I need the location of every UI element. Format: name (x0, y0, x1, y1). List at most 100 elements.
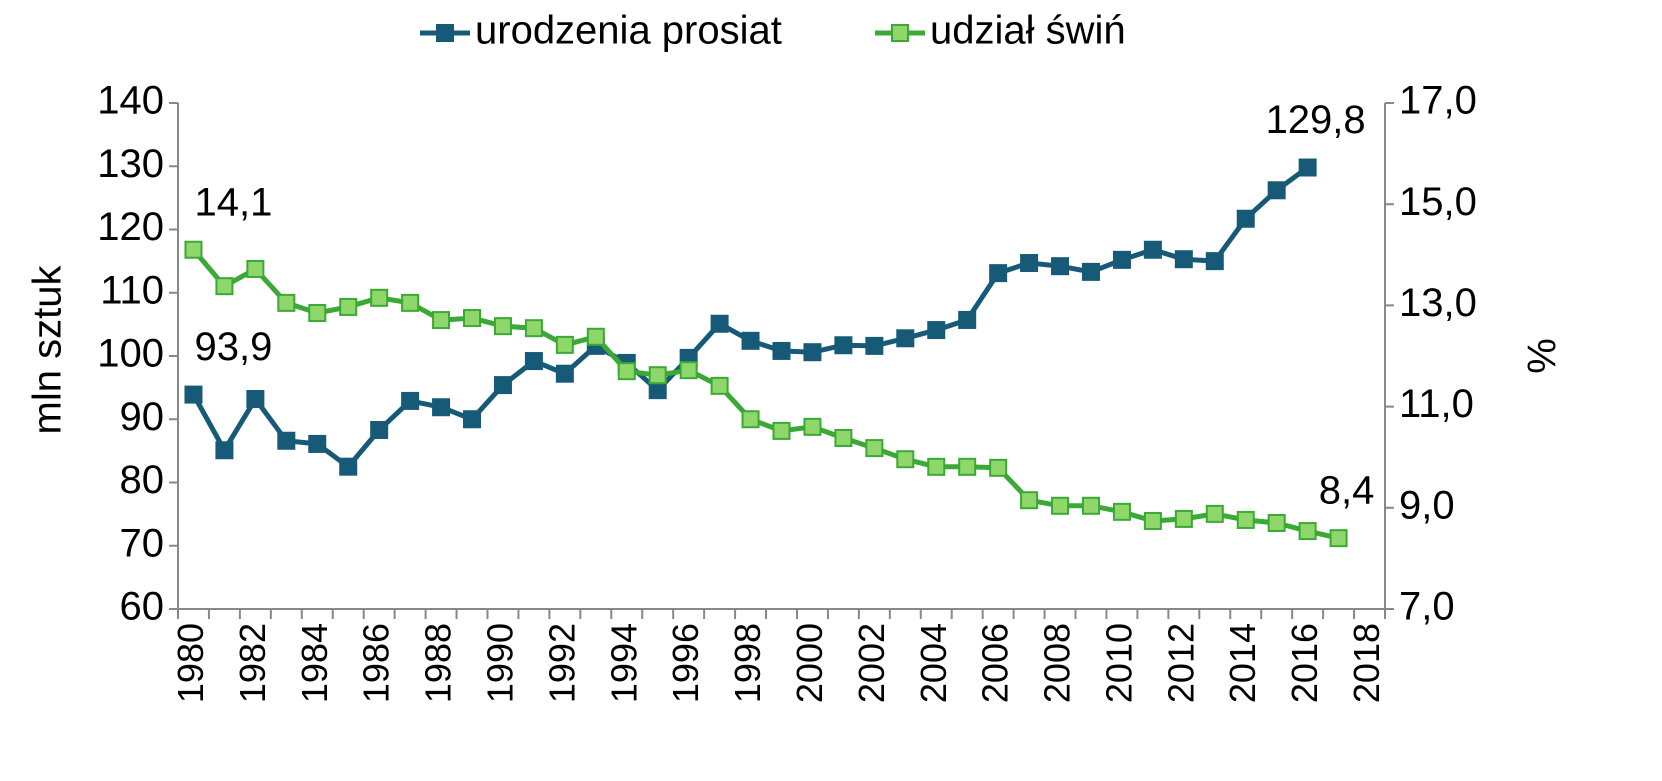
marker (958, 310, 977, 329)
marker (927, 457, 946, 476)
marker (308, 434, 327, 453)
x-tick-label: 2008 (1037, 623, 1078, 703)
marker (370, 288, 389, 307)
marker (1298, 522, 1317, 541)
marker (648, 381, 667, 400)
y2-tick-label: 13,0 (1399, 281, 1477, 325)
x-tick-label: 1980 (170, 623, 211, 703)
marker (246, 390, 265, 409)
marker (432, 311, 451, 330)
x-tick-label: 1998 (727, 623, 768, 703)
x-tick-label: 1982 (232, 623, 273, 703)
x-tick-label: 2014 (1222, 623, 1263, 703)
x-tick-label: 2010 (1098, 623, 1139, 703)
x-tick-label: 1992 (541, 623, 582, 703)
x-tick-label: 2018 (1346, 623, 1387, 703)
marker (896, 450, 915, 469)
y-tick-label: 130 (97, 142, 164, 186)
marker (215, 441, 234, 460)
x-tick-label: 1994 (603, 623, 644, 703)
data-label: 14,1 (195, 180, 273, 224)
y2-tick-label: 11,0 (1399, 382, 1474, 426)
marker (679, 361, 698, 380)
x-tick-label: 2006 (975, 623, 1016, 703)
x-tick-label: 2012 (1160, 623, 1201, 703)
marker (401, 293, 420, 312)
marker (524, 352, 543, 371)
marker (339, 297, 358, 316)
x-tick-label: 2002 (851, 623, 892, 703)
y2-axis-label: % (1521, 338, 1565, 374)
legend-label: udział świń (930, 9, 1126, 53)
y-tick-label: 70 (120, 521, 165, 565)
data-label: 8,4 (1319, 469, 1375, 513)
marker (834, 336, 853, 355)
marker (1081, 262, 1100, 281)
marker (1236, 209, 1255, 228)
legend-marker (891, 24, 909, 42)
marker (370, 421, 389, 440)
y-axis-label: mln sztuk (26, 265, 70, 435)
y2-tick-label: 17,0 (1399, 79, 1477, 123)
marker (277, 293, 296, 312)
marker (555, 364, 574, 383)
marker (1329, 529, 1348, 548)
x-tick-label: 1988 (418, 623, 459, 703)
marker (463, 309, 482, 328)
series-line (191, 248, 1340, 541)
marker (308, 303, 327, 322)
x-tick-label: 1990 (479, 623, 520, 703)
marker (586, 327, 605, 346)
marker (184, 385, 203, 404)
marker (865, 439, 884, 458)
data-label: 129,8 (1266, 98, 1366, 142)
marker (246, 259, 265, 278)
marker (1267, 181, 1286, 200)
marker (989, 458, 1008, 477)
y-tick-label: 120 (97, 205, 164, 249)
y-tick-label: 140 (97, 79, 164, 123)
marker (865, 336, 884, 355)
marker (1174, 509, 1193, 528)
x-tick-label: 2000 (789, 623, 830, 703)
marker (648, 366, 667, 385)
marker (339, 457, 358, 476)
marker (555, 335, 574, 354)
legend-marker (436, 24, 454, 42)
marker (803, 417, 822, 436)
y-tick-label: 80 (120, 458, 165, 502)
marker (927, 321, 946, 340)
y2-tick-label: 9,0 (1399, 483, 1455, 527)
marker (1267, 513, 1286, 532)
x-tick-label: 2004 (913, 623, 954, 703)
marker (772, 421, 791, 440)
marker (1236, 510, 1255, 529)
marker (277, 431, 296, 450)
marker (1143, 511, 1162, 530)
marker (958, 457, 977, 476)
x-tick-label: 1984 (294, 623, 335, 703)
marker (524, 319, 543, 338)
marker (1205, 252, 1224, 271)
marker (432, 398, 451, 417)
marker (896, 329, 915, 348)
marker (710, 314, 729, 333)
x-tick-label: 1986 (356, 623, 397, 703)
marker (184, 240, 203, 259)
marker (1020, 491, 1039, 510)
marker (493, 376, 512, 395)
y2-tick-label: 15,0 (1399, 180, 1477, 224)
marker (741, 331, 760, 350)
marker (834, 428, 853, 447)
marker (1051, 496, 1070, 515)
x-tick-label: 1996 (665, 623, 706, 703)
marker (989, 264, 1008, 283)
legend-label: urodzenia prosiat (475, 9, 782, 53)
marker (617, 362, 636, 381)
y-tick-label: 90 (120, 395, 165, 439)
y-tick-label: 60 (120, 585, 165, 629)
marker (772, 341, 791, 360)
marker (401, 391, 420, 410)
y2-tick-label: 7,0 (1399, 585, 1455, 629)
